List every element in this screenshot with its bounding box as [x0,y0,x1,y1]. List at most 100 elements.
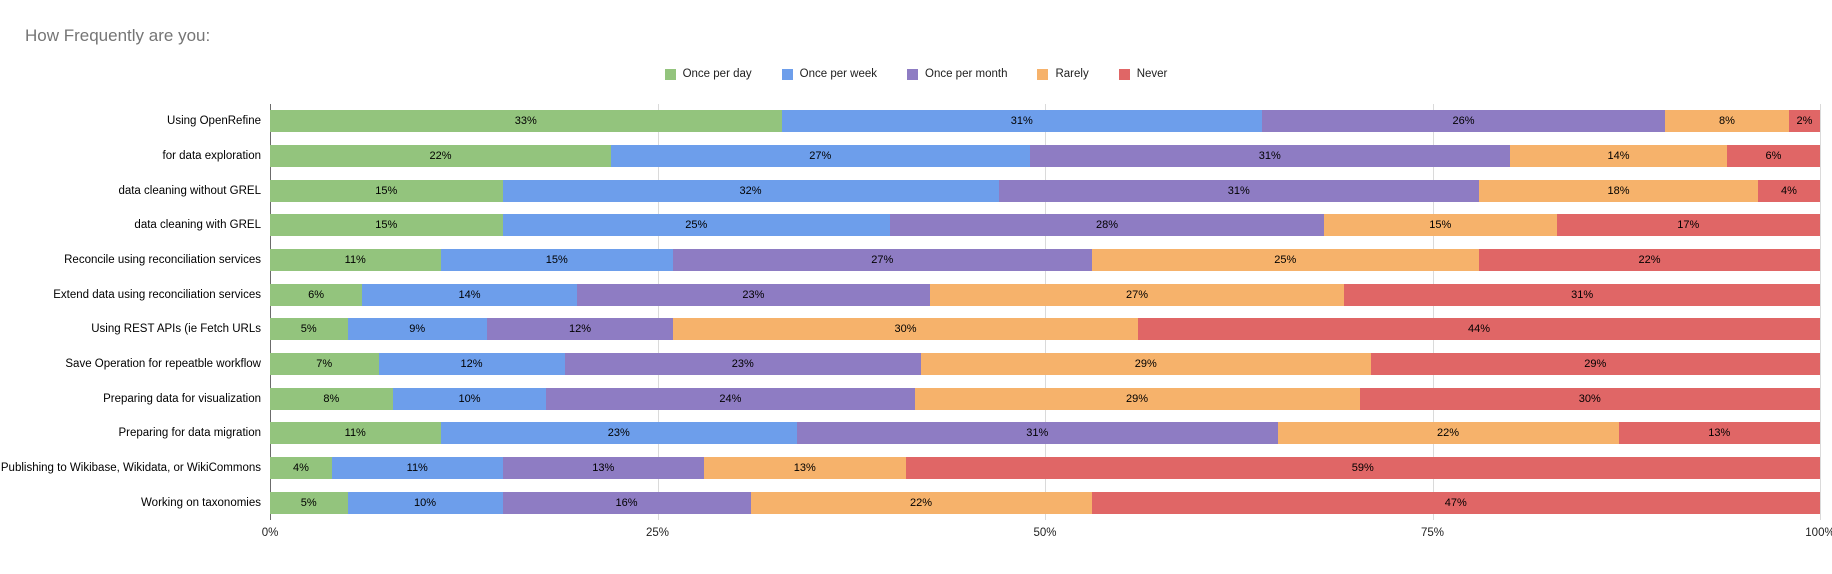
bar-segment-once-per-day[interactable]: 4% [270,457,332,480]
bar-segment-once-per-month[interactable]: 28% [890,214,1324,237]
segment-value-label: 6% [1765,150,1782,162]
bar-segment-once-per-week[interactable]: 23% [440,422,797,445]
bar-segment-once-per-month[interactable]: 12% [487,318,673,341]
bar-segment-once-per-day[interactable]: 22% [270,145,611,167]
segment-value-label: 13% [1708,427,1731,440]
bar-segment-rarely[interactable]: 22% [1277,422,1619,445]
bar-segment-never[interactable]: 17% [1556,214,1820,237]
bar-segment-rarely[interactable]: 8% [1665,110,1789,133]
bar-segment-once-per-day[interactable]: 5% [270,318,348,341]
segment-value-label: 10% [413,496,437,509]
bar-segment-rarely[interactable]: 15% [1324,214,1557,237]
bar-segment-once-per-week[interactable]: 31% [781,110,1262,133]
bar-segment-once-per-day[interactable]: 15% [270,214,503,237]
segment-value-label: 13% [793,462,816,475]
segment-value-label: 4% [1781,184,1797,197]
bar-segment-once-per-day[interactable]: 11% [270,249,441,272]
bar-segment-never[interactable]: 29% [1370,353,1820,376]
bar-segment-once-per-week[interactable]: 12% [378,353,565,376]
x-axis-tick-label: 0% [261,527,279,539]
x-axis-tick-label: 25% [645,527,670,539]
category-label: Save Operation for repeatble workflow [65,358,261,371]
segment-value-label: 31% [1010,115,1033,128]
segment-value-label: 27% [1126,288,1149,301]
bar-segment-once-per-month[interactable]: 24% [546,387,915,410]
segment-value-label: 14% [1607,150,1630,162]
bar-segment-once-per-week[interactable]: 15% [440,249,673,272]
bar-segment-never[interactable]: 13% [1618,422,1820,445]
bar-segment-once-per-day[interactable]: 15% [270,179,503,202]
bar-segment-once-per-month[interactable]: 31% [1029,145,1510,167]
bar-segment-never[interactable]: 44% [1138,318,1820,341]
bar-segment-rarely[interactable]: 13% [704,457,906,480]
bar-segment-once-per-day[interactable]: 11% [270,422,441,445]
segment-value-label: 16% [615,496,638,509]
gridline [1820,104,1821,520]
segment-value-label: 47% [1444,496,1467,509]
bar-segment-never[interactable]: 22% [1479,249,1820,272]
segment-value-label: 15% [1429,219,1452,232]
legend-item-never[interactable]: Never [1118,68,1167,80]
bar-segment-once-per-week[interactable]: 32% [502,179,999,202]
segment-value-label: 32% [739,184,762,197]
segment-value-label: 31% [1571,288,1594,301]
segment-value-label: 12% [568,323,592,336]
bar-segment-never[interactable]: 6% [1727,145,1820,167]
segment-value-label: 27% [871,254,894,267]
bar-segment-rarely[interactable]: 27% [929,283,1345,306]
bar-segment-rarely[interactable]: 30% [673,318,1138,341]
bar-publishing-to-wikibase-wikidata-or-wikicommons: 4% 11% 13% 13% 59% [270,457,1820,480]
bar-segment-once-per-month[interactable]: 23% [576,283,930,306]
bar-segment-once-per-day[interactable]: 6% [270,283,363,306]
segment-value-label: 33% [514,115,537,128]
bar-segment-once-per-week[interactable]: 27% [611,145,1030,167]
bar-segment-rarely[interactable]: 22% [750,491,1092,514]
bar-segment-once-per-week[interactable]: 11% [332,457,503,480]
segment-value-label: 10% [458,392,481,405]
bar-segment-never[interactable]: 59% [905,457,1820,480]
bar-segment-never[interactable]: 4% [1758,179,1820,202]
bar-segment-never[interactable]: 30% [1359,387,1820,410]
bar-segment-never[interactable]: 31% [1344,283,1820,306]
gridline [1045,104,1046,520]
bar-segment-once-per-week[interactable]: 10% [392,387,547,410]
bar-segment-once-per-week[interactable]: 10% [347,491,503,514]
bar-segment-rarely[interactable]: 25% [1091,249,1479,272]
bar-segment-once-per-month[interactable]: 23% [564,353,921,376]
bar-segment-once-per-month[interactable]: 26% [1262,110,1665,133]
bar-segment-once-per-week[interactable]: 14% [362,283,577,306]
bar-segment-once-per-month[interactable]: 27% [673,249,1092,272]
bar-segment-once-per-day[interactable]: 8% [270,387,393,410]
bar-segment-never[interactable]: 2% [1789,110,1820,133]
segment-value-label: 4% [293,462,309,475]
legend-item-once-per-month[interactable]: Once per month [907,68,1007,80]
segment-value-label: 28% [1095,219,1119,232]
legend-item-rarely[interactable]: Rarely [1037,68,1089,80]
bar-segment-never[interactable]: 47% [1091,491,1820,514]
segment-value-label: 29% [1584,358,1607,371]
bar-segment-once-per-month[interactable]: 31% [797,422,1278,445]
legend-item-once-per-day[interactable]: Once per day [664,68,752,80]
segment-value-label: 25% [1274,254,1297,267]
bar-using-rest-apis-ie-fetch-urls: 5% 9% 12% 30% 44% [270,318,1820,341]
legend-item-once-per-week[interactable]: Once per week [781,68,877,80]
segment-value-label: 11% [344,254,366,267]
bar-segment-once-per-month[interactable]: 31% [998,179,1479,202]
bar-data-cleaning-without-grel: 15% 32% 31% 18% 4% [270,179,1820,202]
bar-segment-once-per-month[interactable]: 13% [502,457,704,480]
segment-value-label: 44% [1467,323,1491,336]
bar-segment-once-per-day[interactable]: 5% [270,491,348,514]
category-label: for data exploration [162,150,261,162]
bar-segment-once-per-week[interactable]: 25% [502,214,890,237]
legend: Once per day Once per week Once per month R… [0,68,1832,80]
bar-segment-once-per-month[interactable]: 16% [502,491,751,514]
segment-value-label: 30% [1578,392,1601,405]
bar-segment-once-per-week[interactable]: 9% [347,318,487,341]
bar-segment-rarely[interactable]: 18% [1479,179,1758,202]
bar-segment-once-per-day[interactable]: 33% [270,110,782,133]
table-row: Extend data using reconciliation service… [0,277,1820,312]
bar-segment-once-per-day[interactable]: 7% [270,353,379,376]
bar-segment-rarely[interactable]: 29% [914,387,1360,410]
bar-segment-rarely[interactable]: 14% [1510,145,1727,167]
bar-segment-rarely[interactable]: 29% [921,353,1371,376]
